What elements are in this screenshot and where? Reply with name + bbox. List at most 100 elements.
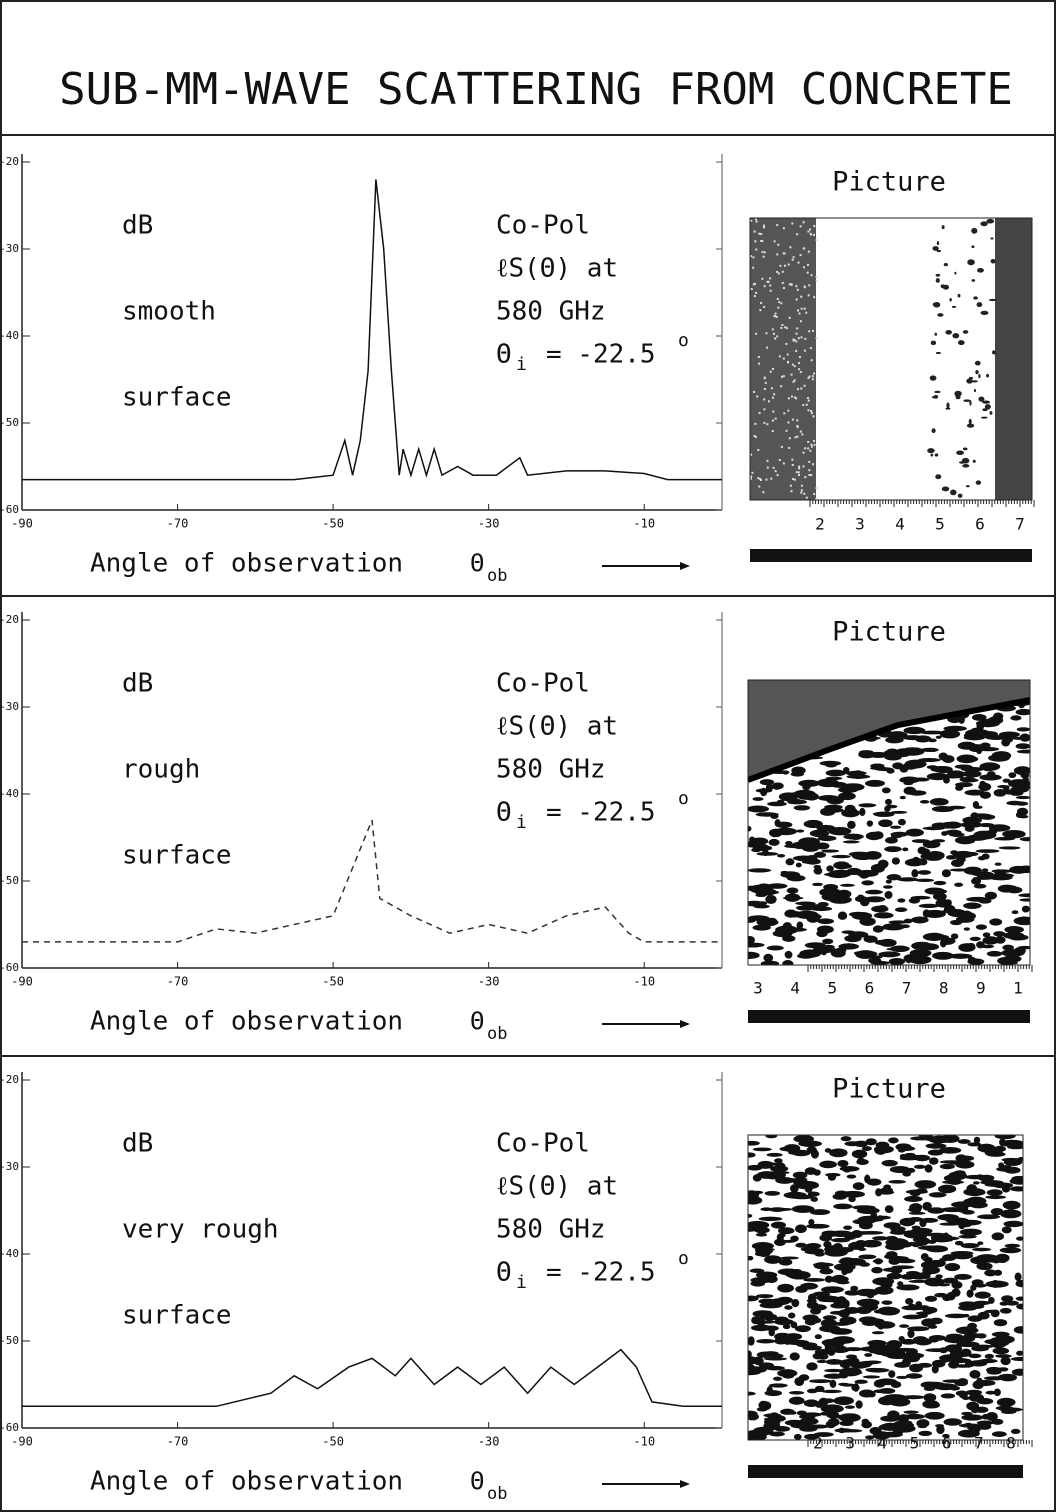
- texture: [984, 1148, 1003, 1157]
- texture: [977, 1358, 998, 1364]
- speck: [772, 332, 775, 335]
- texture: [927, 1149, 944, 1156]
- x-symbol: Θ: [470, 549, 484, 577]
- texture: [1000, 1356, 1011, 1366]
- texture: [838, 943, 859, 950]
- speck: [752, 283, 755, 286]
- texture: [990, 1207, 1004, 1216]
- texture: [979, 814, 996, 820]
- texture: [903, 781, 914, 786]
- annotation: surface: [122, 841, 232, 871]
- speck: [967, 259, 975, 266]
- texture: [923, 1135, 934, 1141]
- texture: [848, 1241, 865, 1250]
- texture: [881, 1300, 893, 1305]
- texture: [907, 1329, 915, 1338]
- texture: [1001, 1295, 1014, 1303]
- texture: [858, 870, 870, 879]
- y-tick-label: -40: [0, 329, 19, 342]
- texture: [920, 1253, 929, 1261]
- incidence-sup: o: [678, 330, 689, 351]
- texture: [821, 1389, 842, 1394]
- texture: [981, 762, 996, 772]
- speck: [753, 434, 756, 437]
- speck: [799, 371, 802, 374]
- speck: [750, 477, 753, 480]
- texture: [976, 1377, 983, 1386]
- texture: [868, 957, 882, 964]
- texture: [981, 868, 989, 873]
- texture: [929, 747, 938, 752]
- texture: [895, 1420, 913, 1426]
- speck: [970, 380, 979, 383]
- texture: [819, 1160, 837, 1169]
- speck: [945, 407, 951, 410]
- speck: [802, 221, 805, 224]
- texture: [759, 779, 775, 786]
- speck: [782, 375, 785, 378]
- texture: [748, 1152, 756, 1158]
- texture: [960, 821, 983, 828]
- texture: [829, 1379, 837, 1389]
- texture: [865, 779, 885, 787]
- speck: [956, 450, 965, 456]
- speck: [789, 484, 792, 487]
- texture: [880, 1431, 903, 1438]
- texture: [786, 874, 806, 882]
- texture: [864, 1353, 873, 1357]
- speck: [780, 385, 783, 388]
- texture: [885, 1242, 906, 1251]
- texture: [904, 1413, 925, 1420]
- speck: [936, 241, 940, 246]
- texture: [1011, 736, 1028, 740]
- texture: [898, 1146, 916, 1151]
- image-frame: [747, 1134, 1024, 1441]
- texture: [961, 1411, 973, 1416]
- texture: [767, 801, 787, 807]
- x-tick-label: -50: [322, 1435, 344, 1449]
- texture: [875, 1141, 890, 1149]
- texture: [883, 1222, 901, 1229]
- texture: [748, 1336, 755, 1345]
- speck: [750, 475, 753, 478]
- ruler-label: 9: [976, 979, 986, 998]
- texture: [748, 918, 756, 923]
- texture: [883, 1394, 907, 1400]
- texture: [786, 887, 799, 894]
- texture: [900, 1338, 917, 1345]
- speck: [799, 320, 802, 323]
- texture: [972, 1247, 992, 1252]
- texture: [960, 1222, 972, 1228]
- texture: [936, 1425, 945, 1435]
- texture: [974, 1283, 987, 1288]
- speck: [932, 246, 939, 251]
- speck: [943, 263, 948, 267]
- speck: [955, 393, 958, 397]
- speck: [760, 232, 763, 235]
- speck: [787, 421, 790, 424]
- texture: [837, 911, 848, 920]
- texture: [880, 1422, 901, 1431]
- texture: [1004, 926, 1024, 934]
- picture-title: Picture: [832, 167, 946, 198]
- annotation: dB: [122, 211, 153, 241]
- texture: [1010, 1428, 1021, 1435]
- texture: [814, 1385, 825, 1392]
- texture: [838, 792, 856, 801]
- texture: [1016, 749, 1030, 754]
- texture: [864, 1435, 875, 1440]
- speck: [757, 355, 760, 358]
- speck: [793, 379, 796, 382]
- texture: [888, 1370, 896, 1378]
- speck: [759, 309, 762, 312]
- texture: [748, 951, 760, 959]
- texture: [1001, 1157, 1022, 1162]
- speck: [792, 380, 795, 383]
- texture: [810, 906, 833, 912]
- texture: [997, 957, 1012, 965]
- texture: [1010, 1356, 1023, 1362]
- speck: [797, 474, 800, 477]
- texture: [905, 1373, 923, 1379]
- texture: [972, 800, 980, 809]
- texture: [748, 868, 772, 873]
